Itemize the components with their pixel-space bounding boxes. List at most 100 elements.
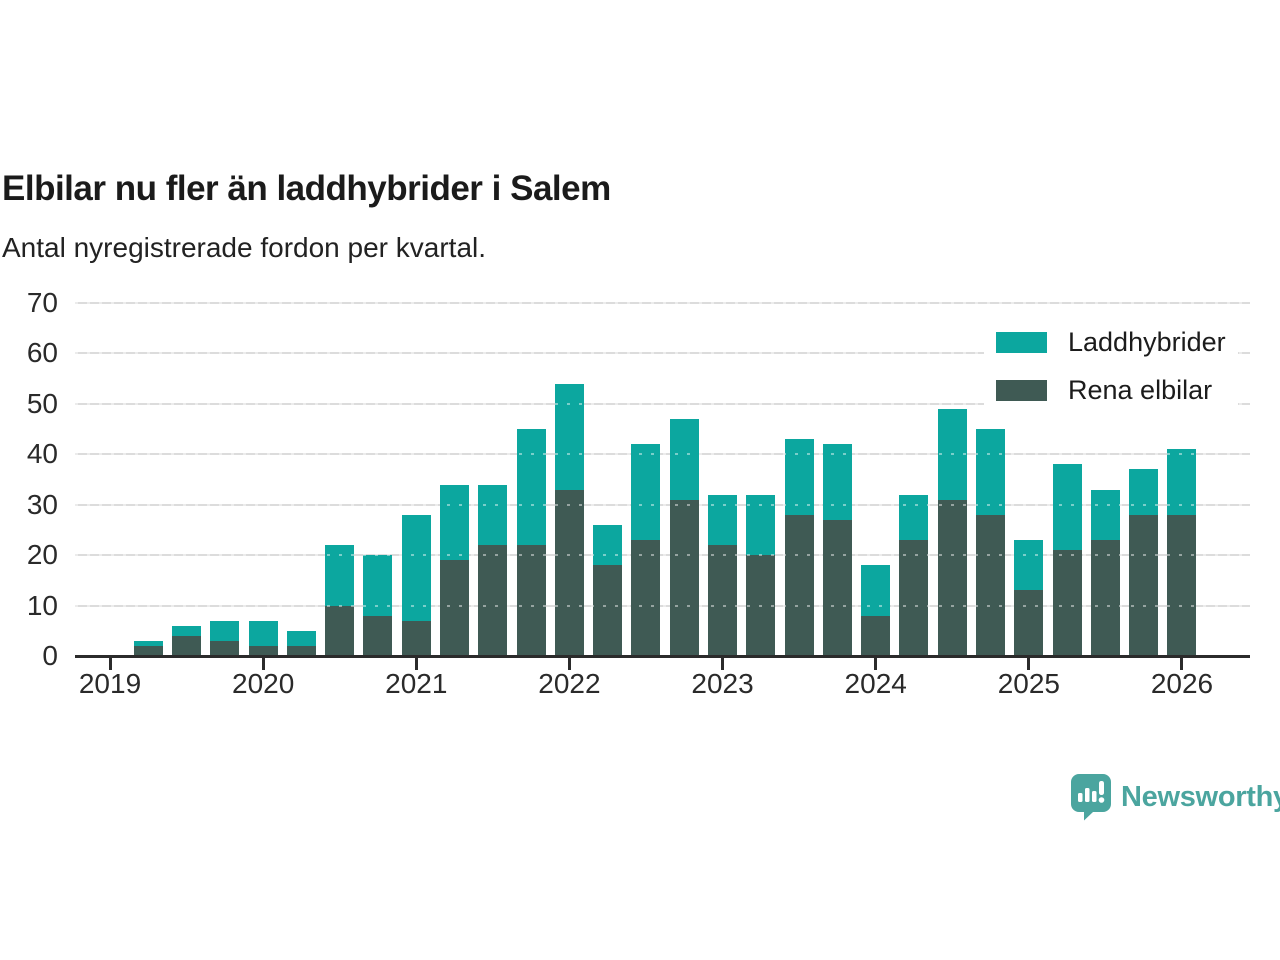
bar-laddhybrider-2023-Q3 (784, 439, 814, 515)
bar-laddhybrider-2024-Q3 (937, 408, 967, 500)
bar-laddhybrider-2022-Q2 (593, 524, 623, 566)
gridline-50 (75, 402, 1250, 405)
legend-item-rena-elbilar: Rena elbilar (996, 375, 1226, 406)
legend-item-laddhybrider: Laddhybrider (996, 327, 1226, 358)
bar-rena-elbilar-2021-Q3 (478, 545, 508, 656)
bar-rena-elbilar-2023-Q3 (784, 514, 814, 656)
bar-laddhybrider-2022-Q1 (554, 383, 584, 490)
x-tick-label-2020: 2020 (231, 668, 295, 699)
bar-rena-elbilar-2020-Q1 (248, 645, 278, 656)
x-tick-label-2019: 2019 (78, 668, 142, 699)
bar-laddhybrider-2019-Q4 (210, 620, 240, 641)
legend-swatch-rena-elbilar (996, 380, 1047, 401)
gridline-20 (75, 554, 1250, 557)
bar-rena-elbilar-2022-Q1 (554, 489, 584, 656)
newsworthy-logo-icon (1071, 774, 1111, 821)
bar-rena-elbilar-2019-Q2 (133, 645, 163, 656)
bar-rena-elbilar-2022-Q4 (669, 499, 699, 656)
gridline-overlay-50 (75, 402, 1250, 405)
x-tick-2021 (414, 658, 418, 670)
x-tick-label-2025: 2025 (997, 668, 1060, 699)
bar-rena-elbilar-2021-Q4 (516, 545, 546, 656)
bar-laddhybrider-2020-Q3 (325, 545, 355, 606)
bar-laddhybrider-2020-Q1 (248, 620, 278, 646)
y-tick-label-0: 0 (42, 640, 58, 671)
brand-name: Newsworthy (1121, 780, 1280, 813)
bar-rena-elbilar-2020-Q4 (363, 615, 393, 656)
bar-rena-elbilar-2024-Q2 (899, 540, 929, 656)
x-tick-label-2021: 2021 (385, 668, 448, 699)
gridline-overlay-30 (75, 503, 1250, 506)
x-axis-line (75, 655, 1250, 658)
bar-laddhybrider-2024-Q2 (899, 494, 929, 541)
bar-laddhybrider-2020-Q4 (363, 555, 393, 616)
x-tick-2026 (1180, 658, 1184, 670)
plot-area (75, 302, 1250, 656)
bar-rena-elbilar-2025-Q1 (1014, 590, 1044, 656)
x-tick-label-2023: 2023 (691, 668, 754, 699)
bar-rena-elbilar-2019-Q3 (172, 635, 202, 656)
gridline-30 (75, 503, 1250, 506)
gridline-overlay-60 (75, 352, 1250, 355)
brand-footer: Newsworthy (1070, 773, 1280, 821)
bar-rena-elbilar-2021-Q2 (440, 560, 470, 656)
gridline-overlay-10 (75, 604, 1250, 607)
chart-title: Elbilar nu fler än laddhybrider i Salem (2, 169, 611, 209)
legend-label: Rena elbilar (1068, 375, 1213, 405)
bar-laddhybrider-2020-Q2 (286, 630, 316, 646)
bar-laddhybrider-2025-Q1 (1014, 540, 1044, 591)
x-tick-label-2024: 2024 (844, 668, 907, 699)
y-tick-label-60: 60 (26, 337, 58, 369)
bar-laddhybrider-2023-Q4 (822, 444, 852, 520)
bar-laddhybrider-2021-Q3 (478, 484, 508, 546)
y-tick-label-50: 50 (26, 387, 58, 419)
bar-rena-elbilar-2022-Q2 (593, 565, 623, 656)
bar-rena-elbilar-2025-Q4 (1129, 514, 1159, 656)
bar-laddhybrider-2021-Q1 (401, 514, 431, 621)
x-tick-label-2026: 2026 (1150, 668, 1214, 699)
bar-laddhybrider-2021-Q2 (440, 484, 470, 561)
y-tick-label-40: 40 (26, 438, 58, 470)
legend-label: Laddhybrider (1068, 327, 1226, 357)
bar-laddhybrider-2023-Q2 (746, 494, 776, 556)
bar-rena-elbilar-2020-Q2 (286, 645, 316, 656)
bar-rena-elbilar-2021-Q1 (401, 620, 431, 656)
chart-subtitle: Antal nyregistrerade fordon per kvartal. (2, 232, 487, 263)
y-tick-label-10: 10 (26, 589, 58, 621)
bar-laddhybrider-2025-Q3 (1090, 489, 1120, 541)
bar-rena-elbilar-2023-Q4 (822, 519, 852, 656)
gridline-overlay-70 (75, 302, 1250, 304)
bar-rena-elbilar-2023-Q1 (708, 545, 738, 656)
bar-laddhybrider-2025-Q2 (1052, 464, 1082, 551)
bar-laddhybrider-2024-Q1 (861, 565, 891, 616)
bar-rena-elbilar-2023-Q2 (746, 555, 776, 656)
gridline-overlay-20 (75, 554, 1250, 557)
gridline-70 (75, 302, 1250, 304)
gridline-10 (75, 604, 1250, 607)
gridline-overlay-40 (75, 453, 1250, 456)
x-tick-2019 (108, 658, 112, 670)
bar-rena-elbilar-2025-Q2 (1052, 550, 1082, 656)
legend: Laddhybrider Rena elbilar (984, 317, 1238, 418)
bar-rena-elbilar-2019-Q4 (210, 640, 240, 656)
bar-rena-elbilar-2025-Q3 (1090, 540, 1120, 656)
x-tick-2022 (567, 658, 571, 670)
y-tick-label-30: 30 (26, 488, 58, 520)
bar-rena-elbilar-2026-Q1 (1167, 514, 1197, 656)
bar-laddhybrider-2022-Q4 (669, 419, 699, 500)
bar-laddhybrider-2021-Q4 (516, 429, 546, 546)
x-tick-2024 (874, 658, 878, 670)
bar-rena-elbilar-2024-Q3 (937, 499, 967, 656)
bar-laddhybrider-2023-Q1 (708, 494, 738, 546)
bar-laddhybrider-2019-Q2 (133, 640, 163, 646)
bar-rena-elbilar-2024-Q4 (976, 514, 1006, 656)
bar-laddhybrider-2019-Q3 (172, 625, 202, 636)
gridline-60 (75, 352, 1250, 355)
bar-laddhybrider-2022-Q3 (631, 444, 661, 541)
bar-rena-elbilar-2022-Q3 (631, 540, 661, 656)
x-tick-2023 (721, 658, 725, 670)
bar-rena-elbilar-2024-Q1 (861, 615, 891, 656)
x-tick-2025 (1027, 658, 1031, 670)
x-tick-2020 (261, 658, 265, 670)
